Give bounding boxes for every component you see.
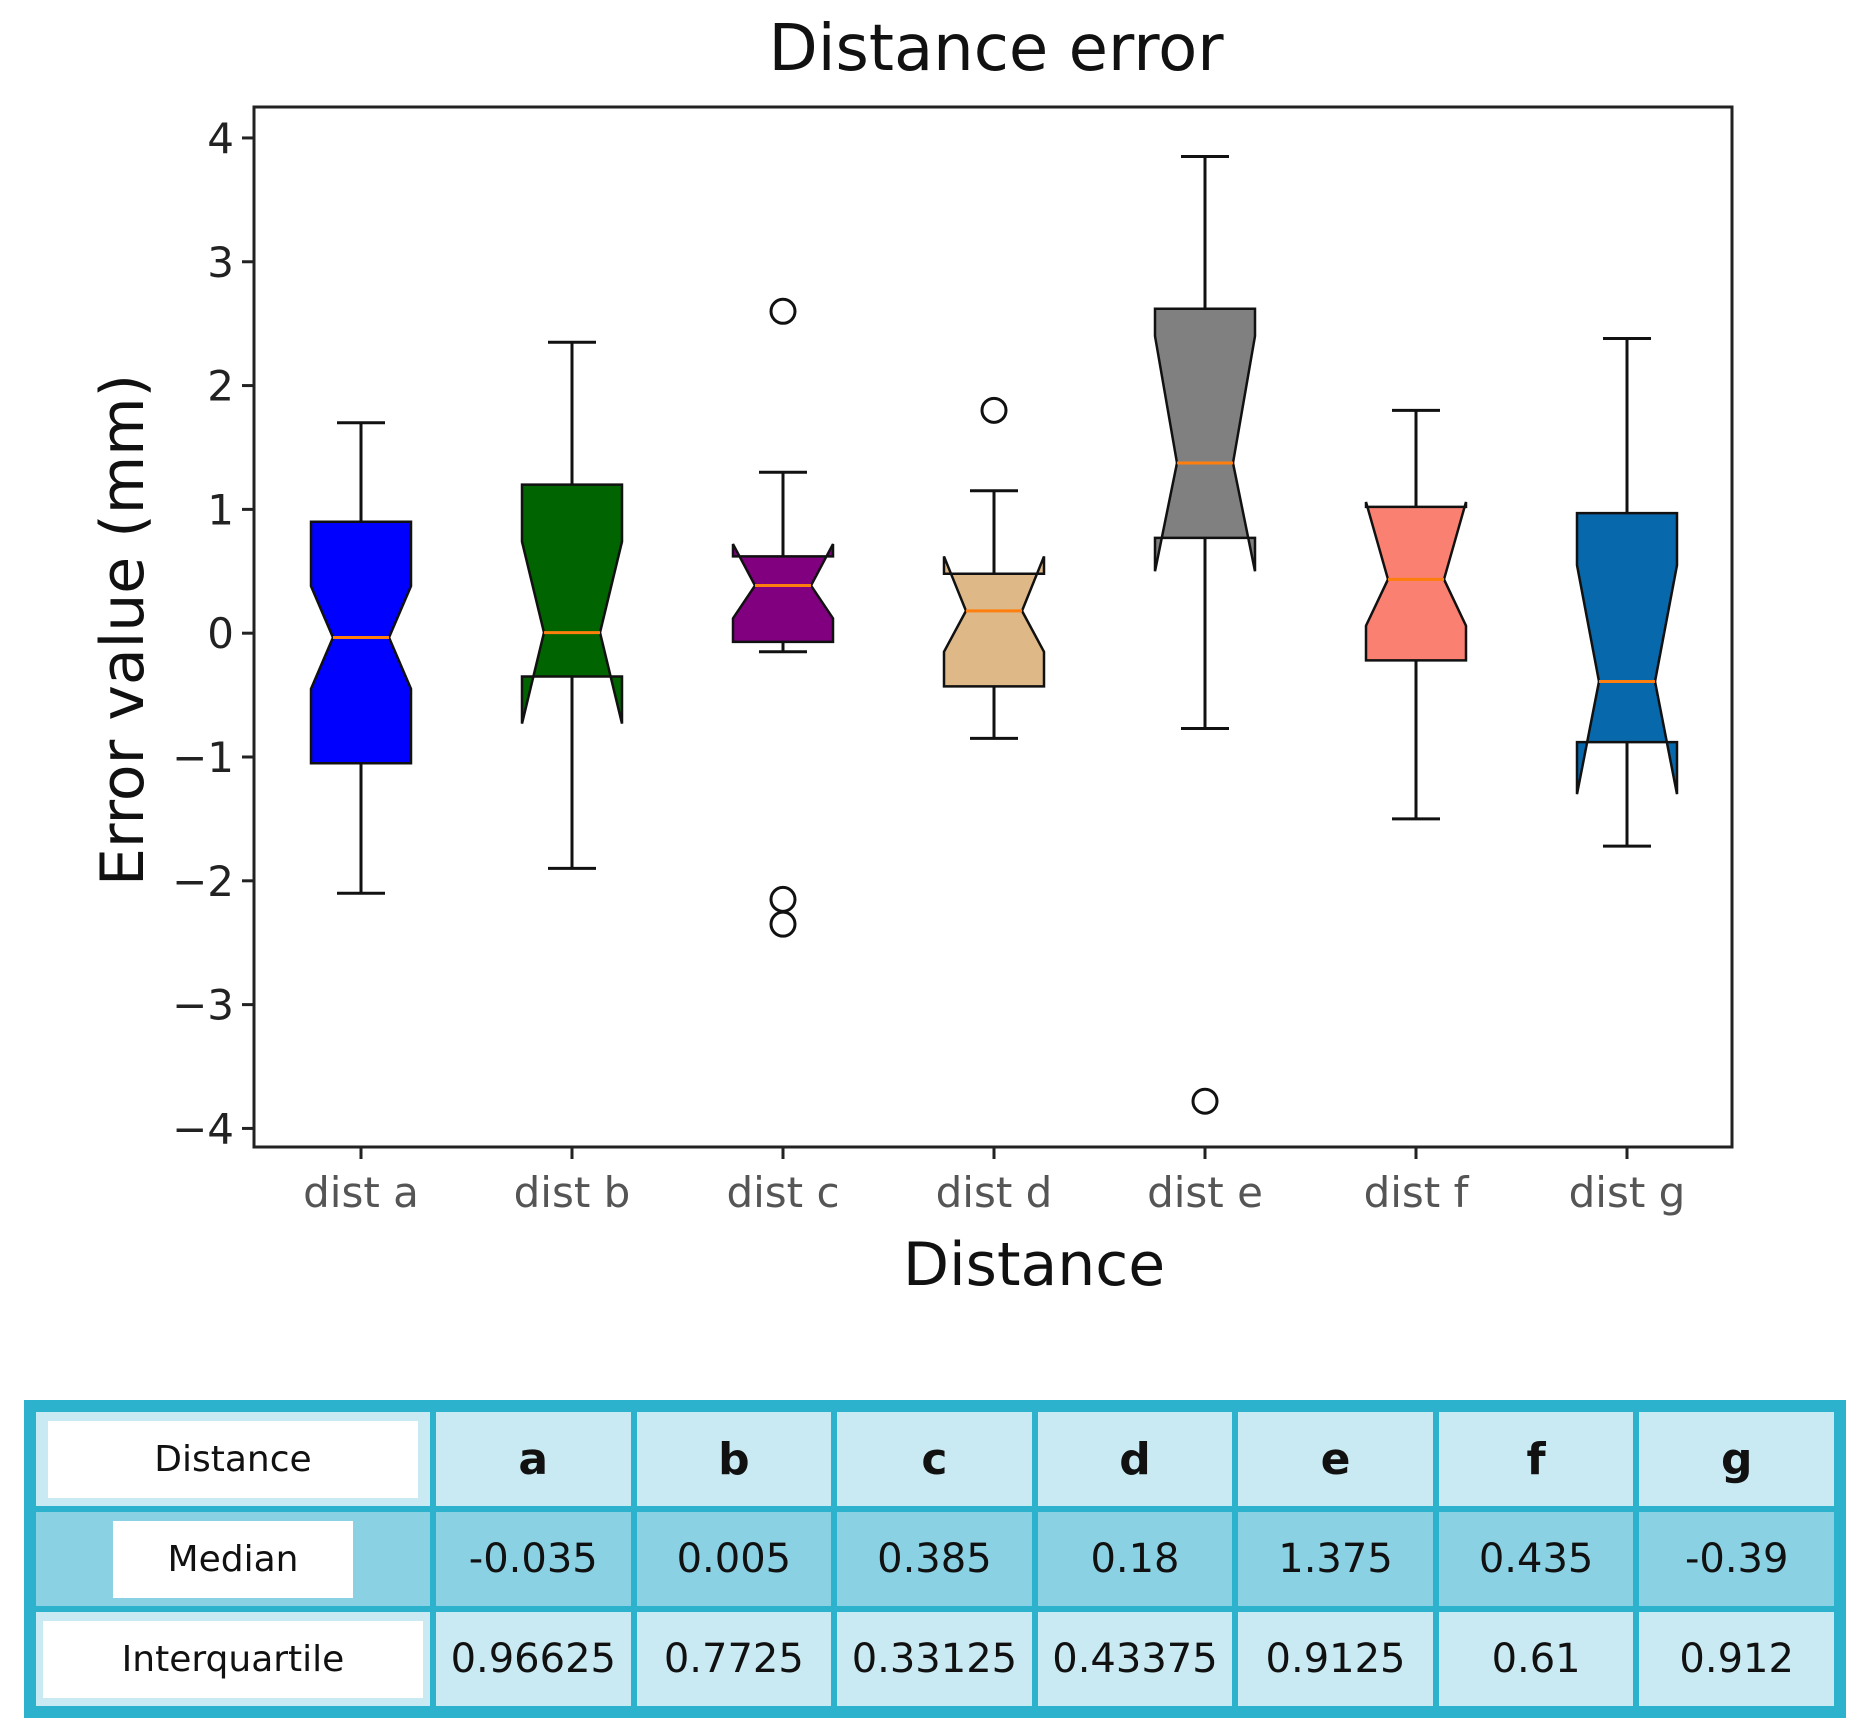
table-cell: 0.18 <box>1037 1512 1233 1606</box>
y-tick-label: 0 <box>207 609 234 658</box>
y-tick-label: −2 <box>172 857 234 906</box>
x-tick-label: dist b <box>514 1168 631 1217</box>
row-label-cell: Median <box>36 1512 430 1606</box>
notched-box <box>309 520 413 765</box>
table-cell: 0.005 <box>636 1512 832 1606</box>
y-tick-label: 2 <box>207 362 234 411</box>
box-group-dist-d <box>942 396 1046 740</box>
table-cell: 0.96625 <box>436 1612 631 1706</box>
y-tick-label: 1 <box>207 485 234 534</box>
table-header-row: Distance a b c d e f g <box>36 1412 1834 1506</box>
y-tick-label: 4 <box>207 114 234 163</box>
notched-box <box>942 555 1046 688</box>
y-axis: 4 3 2 1 0 −1 −2 −3 −4 <box>172 114 254 1153</box>
column-header: f <box>1438 1412 1634 1506</box>
table-cell: -0.035 <box>436 1512 631 1606</box>
table-cell: 0.43375 <box>1037 1612 1233 1706</box>
notched-box <box>731 543 835 644</box>
table-cell: 0.61 <box>1438 1612 1634 1706</box>
x-tick-label: dist g <box>1569 1168 1686 1217</box>
box-group-dist-g <box>1575 337 1679 848</box>
table-cell: -0.39 <box>1639 1512 1834 1606</box>
x-tick-label: dist f <box>1364 1168 1470 1217</box>
column-header: c <box>837 1412 1032 1506</box>
x-axis-label: Distance <box>903 1230 1165 1300</box>
table-cell: 0.33125 <box>837 1612 1032 1706</box>
table-cell: 0.385 <box>837 1512 1032 1606</box>
y-axis-label: Error value (mm) <box>88 374 158 886</box>
table-cell: 0.9125 <box>1238 1612 1433 1706</box>
table-cell: 0.435 <box>1438 1512 1634 1606</box>
box-group-dist-f <box>1364 408 1468 821</box>
outlier-point <box>980 396 1008 424</box>
outlier-point <box>1191 1087 1219 1115</box>
x-tick-label: dist c <box>726 1168 839 1217</box>
notched-box <box>1153 307 1257 572</box>
outlier-point <box>769 297 797 325</box>
chart-title: Distance error <box>768 12 1224 86</box>
x-tick-label: dist a <box>303 1168 419 1217</box>
y-tick-label: 3 <box>207 238 234 287</box>
boxes <box>309 155 1679 1115</box>
y-tick-label: −1 <box>172 733 234 782</box>
column-header: d <box>1037 1412 1233 1506</box>
stats-table: Distance a b c d e f g Median -0.035 0.0… <box>30 1406 1840 1712</box>
notched-box <box>520 483 624 724</box>
row-label: Interquartile <box>43 1620 423 1698</box>
row-label: Median <box>113 1520 353 1598</box>
row-label-cell: Interquartile <box>36 1612 430 1706</box>
y-tick-label: −4 <box>172 1104 234 1153</box>
outlier-point <box>769 885 797 913</box>
table-cell: 1.375 <box>1238 1512 1433 1606</box>
x-tick-label: dist d <box>936 1168 1053 1217</box>
stats-table-frame: Distance a b c d e f g Median -0.035 0.0… <box>24 1400 1846 1718</box>
column-header: g <box>1639 1412 1834 1506</box>
table-cell: 0.912 <box>1639 1612 1834 1706</box>
notched-box <box>1364 501 1468 662</box>
column-header: a <box>436 1412 631 1506</box>
header-label: Distance <box>48 1420 418 1498</box>
box-group-dist-c <box>731 297 835 938</box>
outlier-point <box>769 910 797 938</box>
column-header: e <box>1238 1412 1433 1506</box>
table-row-interquartile: Interquartile 0.96625 0.7725 0.33125 0.4… <box>36 1612 1834 1706</box>
header-label-cell: Distance <box>36 1412 430 1506</box>
box-group-dist-a <box>309 421 413 895</box>
table-row-median: Median -0.035 0.005 0.385 0.18 1.375 0.4… <box>36 1512 1834 1606</box>
column-header: b <box>636 1412 832 1506</box>
y-tick-label: −3 <box>172 981 234 1030</box>
x-tick-label: dist e <box>1147 1168 1263 1217</box>
box-group-dist-b <box>520 340 624 870</box>
box-group-dist-e <box>1153 155 1257 1115</box>
table-cell: 0.7725 <box>636 1612 832 1706</box>
x-axis: dist a dist b dist c dist d dist e dist f dist… <box>303 1147 1685 1217</box>
notched-box <box>1575 511 1679 795</box>
